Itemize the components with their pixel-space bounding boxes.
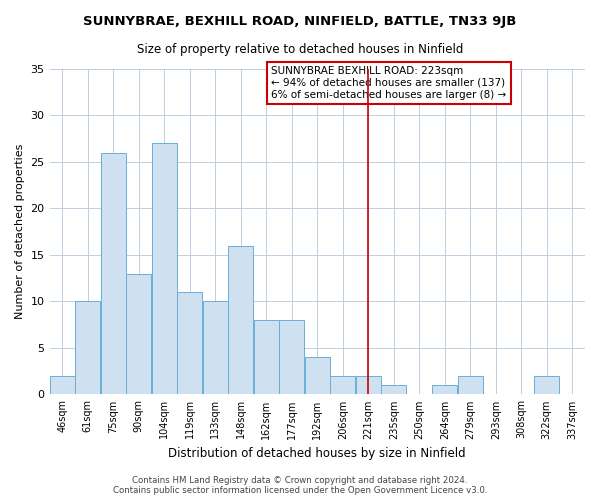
Bar — [254, 320, 278, 394]
Bar — [203, 302, 227, 394]
Bar — [76, 302, 100, 394]
Bar — [433, 385, 457, 394]
Text: Contains public sector information licensed under the Open Government Licence v3: Contains public sector information licen… — [113, 486, 487, 495]
Text: SUNNYBRAE BEXHILL ROAD: 223sqm
← 94% of detached houses are smaller (137)
6% of : SUNNYBRAE BEXHILL ROAD: 223sqm ← 94% of … — [271, 66, 506, 100]
Y-axis label: Number of detached properties: Number of detached properties — [15, 144, 25, 320]
Bar — [229, 246, 253, 394]
Text: Size of property relative to detached houses in Ninfield: Size of property relative to detached ho… — [137, 42, 463, 56]
Bar — [458, 376, 482, 394]
Bar — [101, 152, 125, 394]
Bar — [535, 376, 559, 394]
X-axis label: Distribution of detached houses by size in Ninfield: Distribution of detached houses by size … — [169, 447, 466, 460]
Bar — [280, 320, 304, 394]
Bar — [50, 376, 74, 394]
Bar — [331, 376, 355, 394]
Bar — [356, 376, 380, 394]
Bar — [382, 385, 406, 394]
Text: SUNNYBRAE, BEXHILL ROAD, NINFIELD, BATTLE, TN33 9JB: SUNNYBRAE, BEXHILL ROAD, NINFIELD, BATTL… — [83, 15, 517, 28]
Text: Contains HM Land Registry data © Crown copyright and database right 2024.: Contains HM Land Registry data © Crown c… — [132, 476, 468, 485]
Bar — [305, 357, 329, 395]
Bar — [127, 274, 151, 394]
Bar — [152, 144, 176, 394]
Bar — [178, 292, 202, 394]
